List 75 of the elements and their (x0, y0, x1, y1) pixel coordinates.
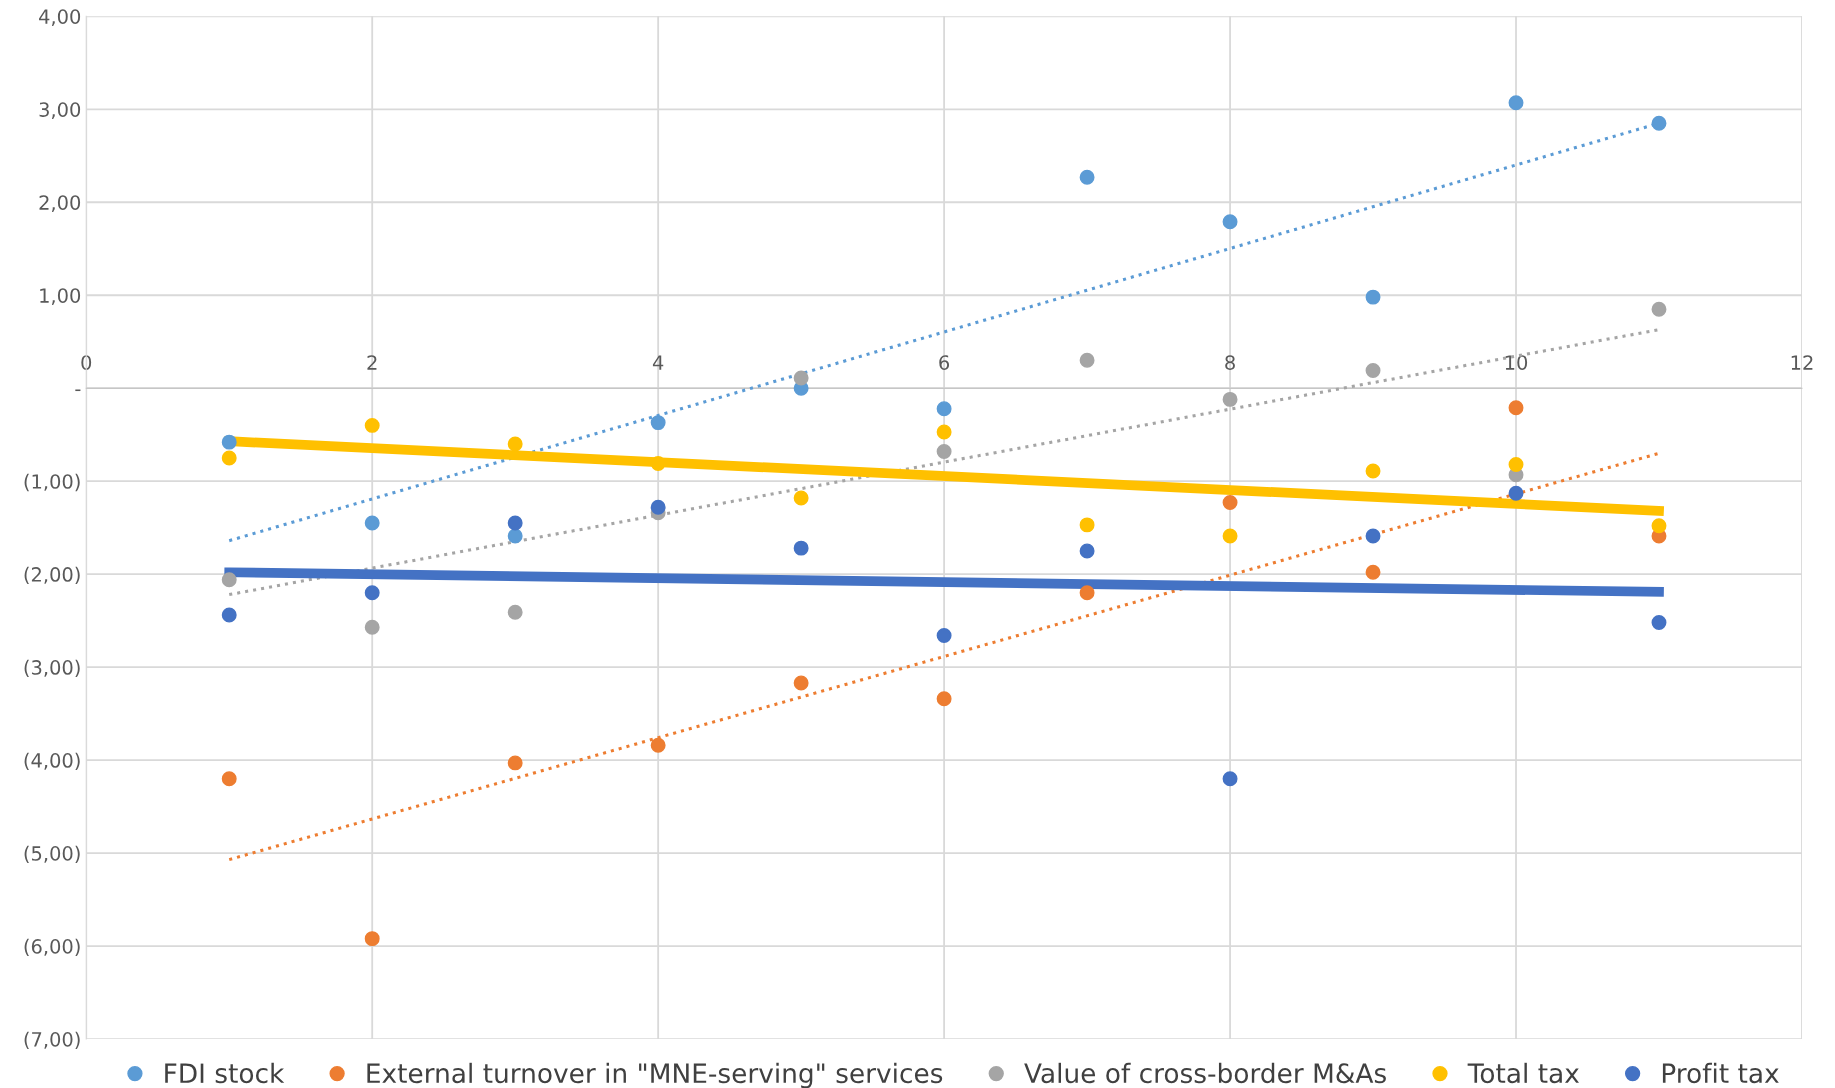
point (507, 604, 523, 620)
point (507, 528, 523, 544)
point (936, 443, 952, 459)
x-tick-label: 4 (652, 355, 664, 370)
point (1365, 463, 1381, 479)
y-tick-label: 3,00 (39, 102, 81, 119)
point (221, 771, 237, 787)
y-tick-label: 4,00 (39, 9, 81, 26)
point (221, 572, 237, 588)
x-tick-label: 6 (939, 355, 950, 370)
point (1651, 518, 1667, 534)
point (1079, 517, 1095, 533)
x-tick-label: 0 (81, 355, 92, 370)
legend-label: FDI stock (165, 1062, 285, 1084)
y-tick-label: - (75, 389, 81, 392)
point (1365, 528, 1381, 544)
point (364, 417, 380, 433)
legend-label: Profit tax (1662, 1062, 1779, 1084)
y-tick-label: 2,00 (39, 195, 81, 212)
point (1222, 771, 1238, 787)
point (1508, 95, 1524, 111)
point (1079, 352, 1095, 368)
point (936, 628, 952, 643)
x-tick-label: 8 (1225, 355, 1235, 370)
point (793, 675, 809, 691)
point (221, 434, 237, 450)
point (1365, 363, 1381, 379)
point (1508, 485, 1524, 501)
point (1222, 391, 1238, 407)
y-tick-label: (7,00) (24, 1031, 80, 1049)
point (1222, 528, 1238, 544)
point (1508, 400, 1524, 416)
point (1079, 169, 1095, 185)
point (650, 415, 666, 431)
point (507, 436, 523, 452)
point (221, 607, 237, 623)
point (1079, 585, 1095, 601)
y-tick-label: (5,00) (24, 845, 80, 864)
point (793, 490, 809, 506)
x-tick-label: 10 (1505, 355, 1528, 370)
point (364, 515, 380, 531)
y-tick-label: 1,00 (40, 288, 81, 305)
point (1651, 115, 1667, 131)
point (364, 619, 380, 635)
point (1222, 214, 1238, 230)
point (221, 450, 237, 466)
point (1508, 456, 1524, 472)
point (650, 499, 666, 515)
point (1651, 615, 1667, 630)
point (936, 691, 952, 707)
point (1079, 543, 1095, 559)
point (793, 540, 809, 556)
point (650, 456, 666, 471)
point (1651, 301, 1667, 317)
y-tick-label: (6,00) (24, 938, 80, 957)
x-tick-label: 2 (367, 355, 377, 370)
legend-label: External turnover in "MNE-serving" services (367, 1062, 943, 1088)
point (936, 424, 952, 440)
y-tick-label: (3,00) (24, 659, 80, 678)
x-tick-label: 12 (1791, 355, 1813, 370)
legend-label: Total tax (1467, 1062, 1579, 1084)
y-tick-label: (4,00) (24, 752, 80, 771)
y-tick-label: (2,00) (24, 566, 80, 585)
point (507, 515, 523, 531)
point (1365, 289, 1381, 305)
legend-label: Value of cross-border M&As (1024, 1062, 1386, 1084)
point (1222, 495, 1238, 511)
point (793, 370, 809, 386)
point (507, 755, 523, 771)
point (936, 401, 952, 417)
point (364, 931, 380, 947)
point (364, 585, 380, 601)
y-tick-label: (1,00) (24, 473, 80, 492)
point (650, 737, 666, 753)
point (1365, 564, 1381, 580)
